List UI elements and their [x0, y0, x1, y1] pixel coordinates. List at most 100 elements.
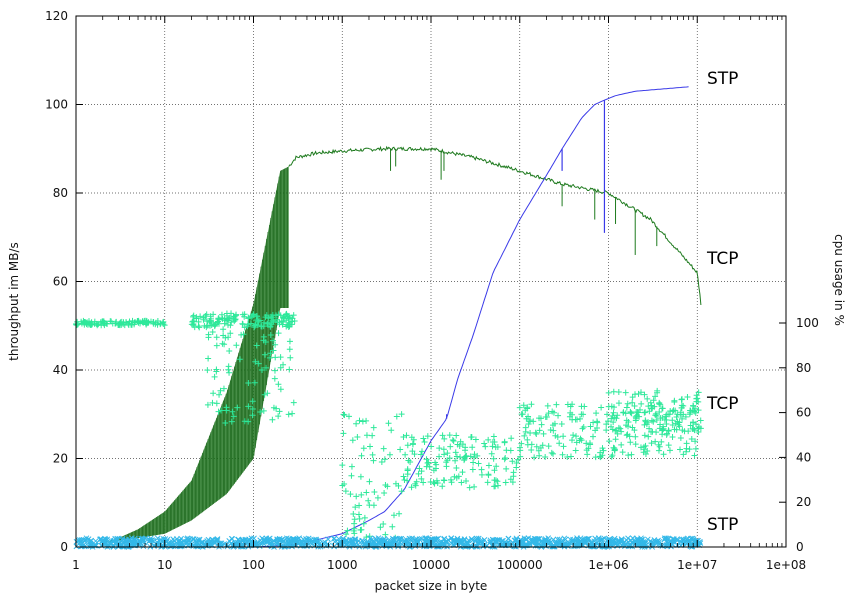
stp-cpu-point — [647, 538, 654, 545]
tcp-cpu-point — [400, 473, 407, 480]
tcp-cpu-point — [203, 324, 210, 331]
stp-cpu-point — [377, 540, 384, 547]
tcp-cpu-point — [617, 425, 624, 432]
stp-cpu-point — [423, 535, 430, 541]
tcp-cpu-point — [210, 390, 217, 397]
tcp-cpu-point — [691, 452, 698, 459]
tcp-cpu-point — [695, 407, 702, 414]
tcp-cpu-point — [648, 440, 655, 447]
tcp-cpu-point — [289, 410, 296, 417]
tcp-cpu-point — [91, 318, 98, 325]
stp-cpu-point — [505, 539, 512, 546]
tcp-cpu-point — [347, 491, 354, 498]
tcp-cpu-point — [656, 443, 663, 450]
tcp-cpu-point — [270, 337, 277, 344]
tcp-cpu-point — [629, 399, 636, 406]
tcp-cpu-point — [431, 480, 438, 487]
series-labels: STP TCP TCP STP — [706, 69, 739, 535]
tcp-cpu-point — [341, 412, 348, 419]
stp-cpu-point — [610, 538, 617, 545]
tcp-cpu-point — [555, 412, 562, 419]
tcp-cpu-point — [459, 469, 466, 476]
tcp-cpu-point — [280, 361, 287, 368]
tcp-cpu-point — [673, 426, 680, 433]
tcp-cpu-point — [126, 318, 133, 325]
tcp-cpu-point — [624, 400, 631, 407]
tcp-cpu-point — [231, 318, 238, 325]
stp-cpu-point — [389, 535, 396, 542]
stp-cpu-point — [670, 539, 676, 545]
stp-cpu-point — [650, 539, 657, 546]
y-tick-label: 80 — [53, 186, 68, 200]
tcp-cpu-point — [275, 413, 282, 420]
stp-cpu-point — [88, 537, 95, 544]
tcp-cpu-point — [349, 437, 356, 444]
tcp-cpu-point — [228, 310, 235, 317]
tcp-cpu-point — [398, 488, 405, 495]
tcp-cpu-point — [239, 320, 246, 327]
tcp-cpu-point — [245, 403, 252, 410]
x-tick-label: 1 — [72, 558, 80, 572]
tcp-cpu-point — [550, 427, 557, 434]
tcp-cpu-point — [612, 427, 619, 434]
tcp-cpu-point — [370, 424, 377, 431]
tcp-cpu-point — [205, 331, 212, 338]
tcp-cpu-point — [594, 419, 601, 426]
tcp-cpu-point — [644, 448, 651, 455]
tcp-cpu-point — [471, 483, 478, 490]
tcp-cpu-point — [567, 453, 574, 460]
tcp-cpu-point — [249, 412, 256, 419]
tcp-cpu-point — [267, 323, 274, 330]
tcp-cpu-point — [261, 351, 268, 358]
stp-cpu-point — [659, 543, 666, 549]
tcp-cpu-point — [453, 464, 460, 471]
tcp-cpu-point — [226, 369, 233, 376]
stp-cpu-point — [76, 537, 83, 543]
tcp-cpu-point — [291, 318, 298, 325]
tcp-cpu-point — [418, 451, 425, 458]
tcp-cpu-point — [452, 457, 459, 464]
tcp-cpu-point — [410, 436, 417, 443]
tcp-cpu-point — [648, 417, 655, 424]
stp-cpu-point — [323, 543, 330, 549]
tcp-cpu-point — [570, 432, 577, 439]
tcp-cpu-point — [648, 402, 655, 409]
tcp-cpu-point — [559, 451, 566, 458]
y2-axis-title: cpu usage in % — [832, 234, 846, 326]
tcp-cpu-point — [613, 427, 620, 434]
tcp-cpu-point — [517, 453, 524, 460]
tcp-cpu-point — [542, 414, 549, 421]
stp-cpu-point — [107, 537, 114, 544]
tcp-cpu-point — [345, 413, 352, 420]
tcp-cpu-point — [400, 433, 407, 440]
tcp-cpu-point — [252, 321, 259, 328]
tcp-cpu-point — [360, 520, 367, 527]
tcp-cpu-point — [687, 422, 694, 429]
x-tick-label: 1e+08 — [766, 558, 806, 572]
tcp-cpu-point — [287, 354, 294, 361]
tcp-cpu-point — [221, 316, 228, 323]
tcp-cpu-point — [226, 348, 233, 355]
tcp-cpu-point — [560, 443, 567, 450]
tcp-cpu-point — [663, 421, 670, 428]
tcp-cpu-point — [628, 410, 635, 417]
tcp-cpu-point — [695, 389, 702, 396]
stp-cpu-point — [585, 536, 591, 542]
tcp-cpu-point — [625, 418, 632, 425]
tcp-cpu-point — [482, 443, 489, 450]
tcp-cpu-point — [594, 425, 601, 432]
tcp-cpu-point — [265, 315, 272, 322]
tcp-cpu-point — [148, 318, 155, 325]
tcp-cpu-point — [572, 447, 579, 454]
tcp-cpu-point — [453, 432, 460, 439]
tcp-cpu-point — [204, 318, 211, 325]
tcp-cpu-point — [533, 430, 540, 437]
tcp-cpu-point — [157, 320, 164, 327]
stp-cpu-point — [286, 536, 293, 542]
tcp-cpu-point — [603, 427, 610, 434]
tcp-cpu-point — [489, 439, 496, 446]
y2-tick-label: 80 — [796, 361, 811, 375]
tcp-cpu-point — [227, 322, 234, 329]
tcp-cpu-point — [653, 429, 660, 436]
tcp-cpu-point — [377, 524, 384, 531]
